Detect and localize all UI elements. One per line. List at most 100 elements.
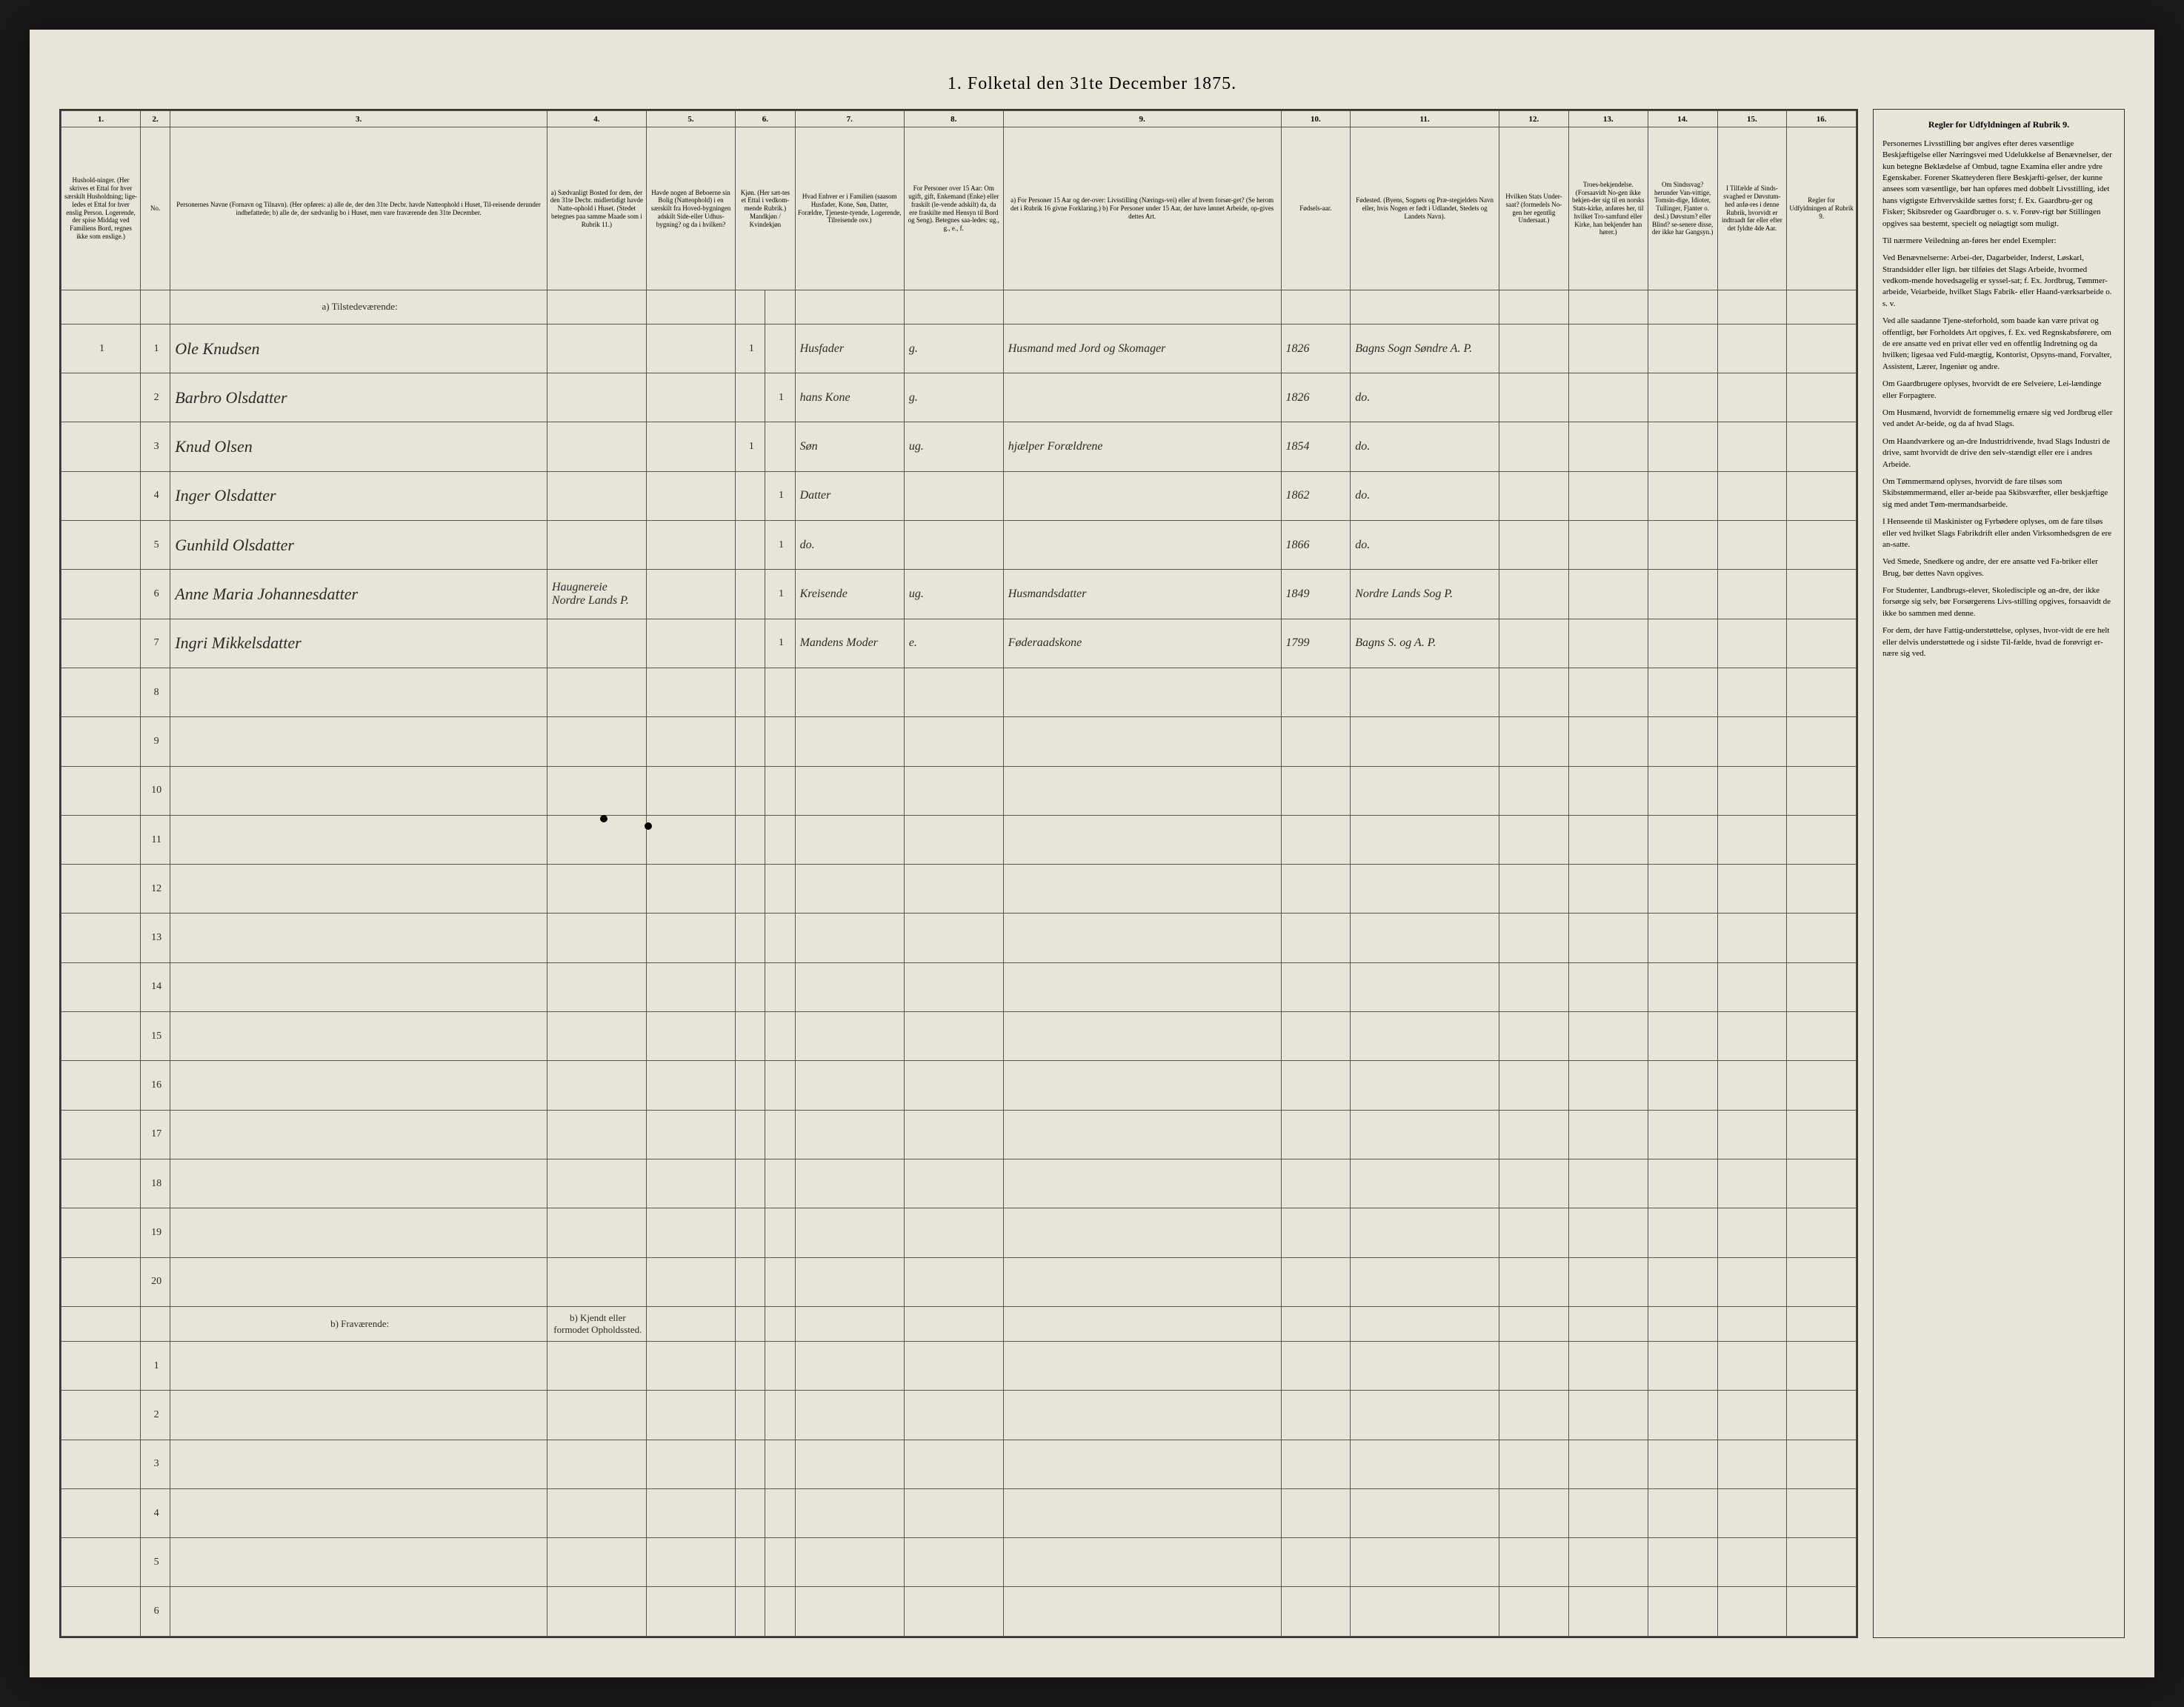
cell [1281, 1538, 1351, 1587]
cell [646, 422, 735, 471]
cell [736, 1208, 765, 1257]
cell [1648, 1587, 1717, 1637]
cell [1499, 619, 1569, 668]
cell [1003, 1208, 1281, 1257]
cell [1568, 1061, 1648, 1110]
cell [646, 373, 735, 422]
cell [904, 521, 1003, 570]
sidebar-paragraph: Om Husmænd, hvorvidt de fornemmelig ernæ… [1882, 407, 2115, 430]
cell [1351, 1488, 1499, 1537]
cell [795, 290, 904, 325]
cell [170, 1159, 547, 1208]
sidebar-paragraph: Ved alle saadanne Tjene-steforhold, som … [1882, 316, 2115, 373]
cell [1003, 1159, 1281, 1208]
colnum: 9. [1003, 111, 1281, 127]
cell [1787, 570, 1857, 619]
cell [904, 1012, 1003, 1061]
cell [1499, 865, 1569, 914]
cell [646, 668, 735, 716]
cell [61, 865, 141, 914]
header-row: Hushold-ninger. (Her skrives et Ettal fo… [61, 127, 1857, 290]
cell [1351, 1306, 1499, 1341]
cell [736, 1012, 765, 1061]
cell [795, 1391, 904, 1440]
cell [1648, 1342, 1717, 1391]
cell [1281, 1488, 1351, 1537]
cell: 1 [765, 570, 795, 619]
cell [646, 521, 735, 570]
cell [1351, 1538, 1499, 1587]
cell [1568, 1110, 1648, 1159]
cell [1717, 521, 1787, 570]
cell [1281, 1257, 1351, 1306]
cell: 1 [765, 619, 795, 668]
cell [1281, 668, 1351, 716]
cell [646, 815, 735, 864]
cell [1499, 1538, 1569, 1587]
cell [795, 668, 904, 716]
cell [1717, 668, 1787, 716]
cell [1281, 815, 1351, 864]
cell [61, 1208, 141, 1257]
cell [904, 1061, 1003, 1110]
col-header: Fødsels-aar. [1281, 127, 1351, 290]
cell [61, 717, 141, 766]
cell [646, 290, 735, 325]
cell [765, 815, 795, 864]
cell [1568, 1440, 1648, 1488]
col-header: Hvad Enhver er i Familien (saasom Husfad… [795, 127, 904, 290]
cell [170, 717, 547, 766]
cell: ug. [904, 422, 1003, 471]
cell [765, 1012, 795, 1061]
cell [765, 962, 795, 1011]
cell [795, 1306, 904, 1341]
cell [547, 1012, 646, 1061]
cell [1648, 422, 1717, 471]
cell [1003, 668, 1281, 716]
table-row: 14 [61, 962, 1857, 1011]
cell [646, 1538, 735, 1587]
cell [1648, 766, 1717, 815]
cell [547, 1342, 646, 1391]
cell [1499, 373, 1569, 422]
cell [1281, 1208, 1351, 1257]
cell [1003, 1012, 1281, 1061]
cell [904, 865, 1003, 914]
cell [1717, 422, 1787, 471]
cell [61, 962, 141, 1011]
cell: Husfader [795, 324, 904, 373]
cell: g. [904, 324, 1003, 373]
cell [646, 1488, 735, 1537]
cell [1568, 324, 1648, 373]
cell [736, 290, 765, 325]
cell [1568, 1538, 1648, 1587]
cell: Gunhild Olsdatter [170, 521, 547, 570]
cell [170, 962, 547, 1011]
cell: 1854 [1281, 422, 1351, 471]
cell [547, 619, 646, 668]
cell: 13 [141, 914, 170, 962]
cell [1351, 865, 1499, 914]
cell [547, 422, 646, 471]
cell [61, 1159, 141, 1208]
cell [547, 1488, 646, 1537]
cell [170, 1208, 547, 1257]
cell [646, 1587, 735, 1637]
cell [1568, 1159, 1648, 1208]
cell [1499, 1587, 1569, 1637]
cell [1351, 1061, 1499, 1110]
cell [547, 668, 646, 716]
main-layout: 1. 2. 3. 4. 5. 6. 7. 8. 9. 10. 11. 12. 1… [59, 109, 2125, 1638]
cell [1648, 1440, 1717, 1488]
sidebar-paragraph: Til nærmere Veiledning an-føres her ende… [1882, 236, 2115, 247]
cell [795, 815, 904, 864]
cell [1648, 1488, 1717, 1537]
cell [904, 290, 1003, 325]
cell [1787, 962, 1857, 1011]
census-page: 1. Folketal den 31te December 1875. 1. 2… [30, 30, 2154, 1677]
cell [1499, 570, 1569, 619]
sidebar-paragraph: Om Tømmermænd oplyses, hvorvidt de fare … [1882, 476, 2115, 510]
cell [1351, 914, 1499, 962]
cell [547, 1391, 646, 1440]
cell [1281, 1440, 1351, 1488]
